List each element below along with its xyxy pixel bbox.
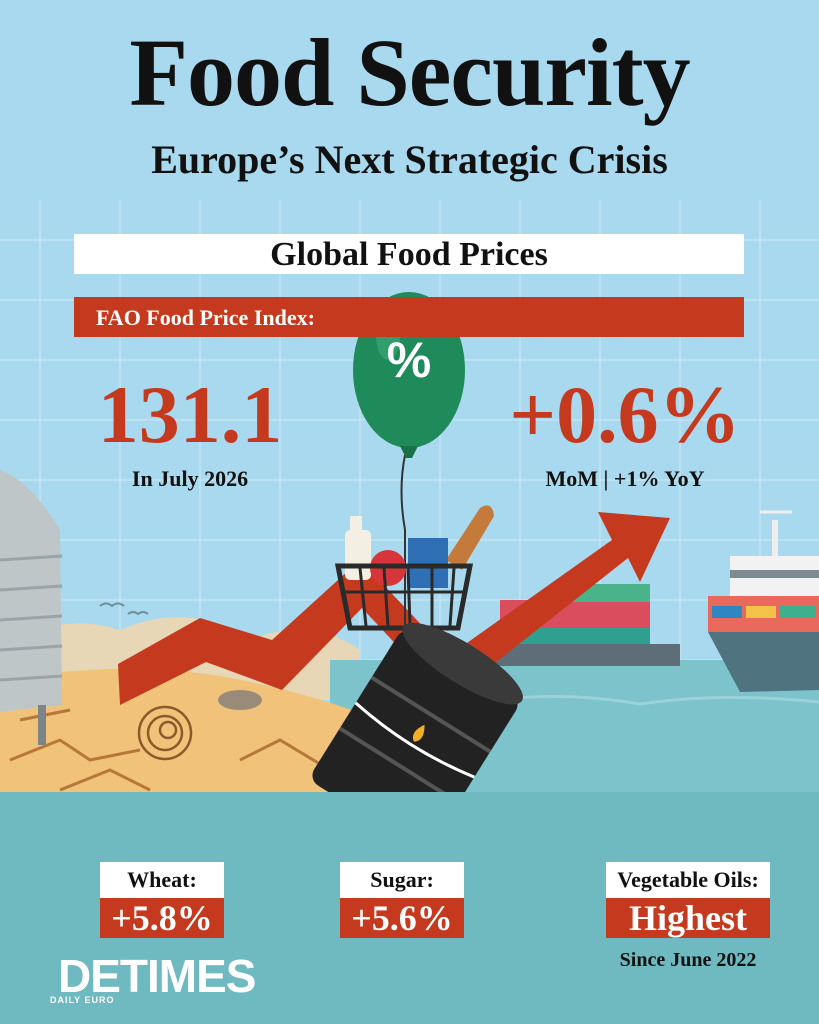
change-value: +0.6% [509,369,741,460]
grain-silo-icon [0,470,63,745]
fao-index-label: FAO Food Price Index: [96,305,315,330]
rising-trend-arrow [118,512,670,705]
index-value: 131.1 [97,369,283,460]
logo-wordmark: DETIMES [58,950,256,1002]
change-caption: MoM | +1% YoY [545,466,705,491]
vegetable-oils-note: Since June 2022 [619,949,757,971]
desert-ground [0,668,420,800]
wheat-value: +5.8% [100,898,224,938]
vegetable-oils-label: Vegetable Oils: [606,862,770,898]
wheat-label: Wheat: [100,862,224,898]
sugar-value: +5.6% [340,898,464,938]
sugar-label: Sugar: [340,862,464,898]
page-subtitle: Europe’s Next Strategic Crisis [151,137,668,182]
index-caption: In July 2026 [131,466,249,491]
vegetable-oils-value: Highest [606,898,770,938]
tumbleweed-icon [137,705,193,761]
rock [218,690,262,710]
section-title: Global Food Prices [74,234,744,274]
grocery-basket-icon [334,505,494,631]
fao-index-bar [74,297,744,337]
balloon-percent-label: % [386,332,432,388]
logo-tagline: DAILY EURO [50,995,115,1005]
page-title: Food Security [129,19,690,126]
birds-icon [99,602,149,616]
